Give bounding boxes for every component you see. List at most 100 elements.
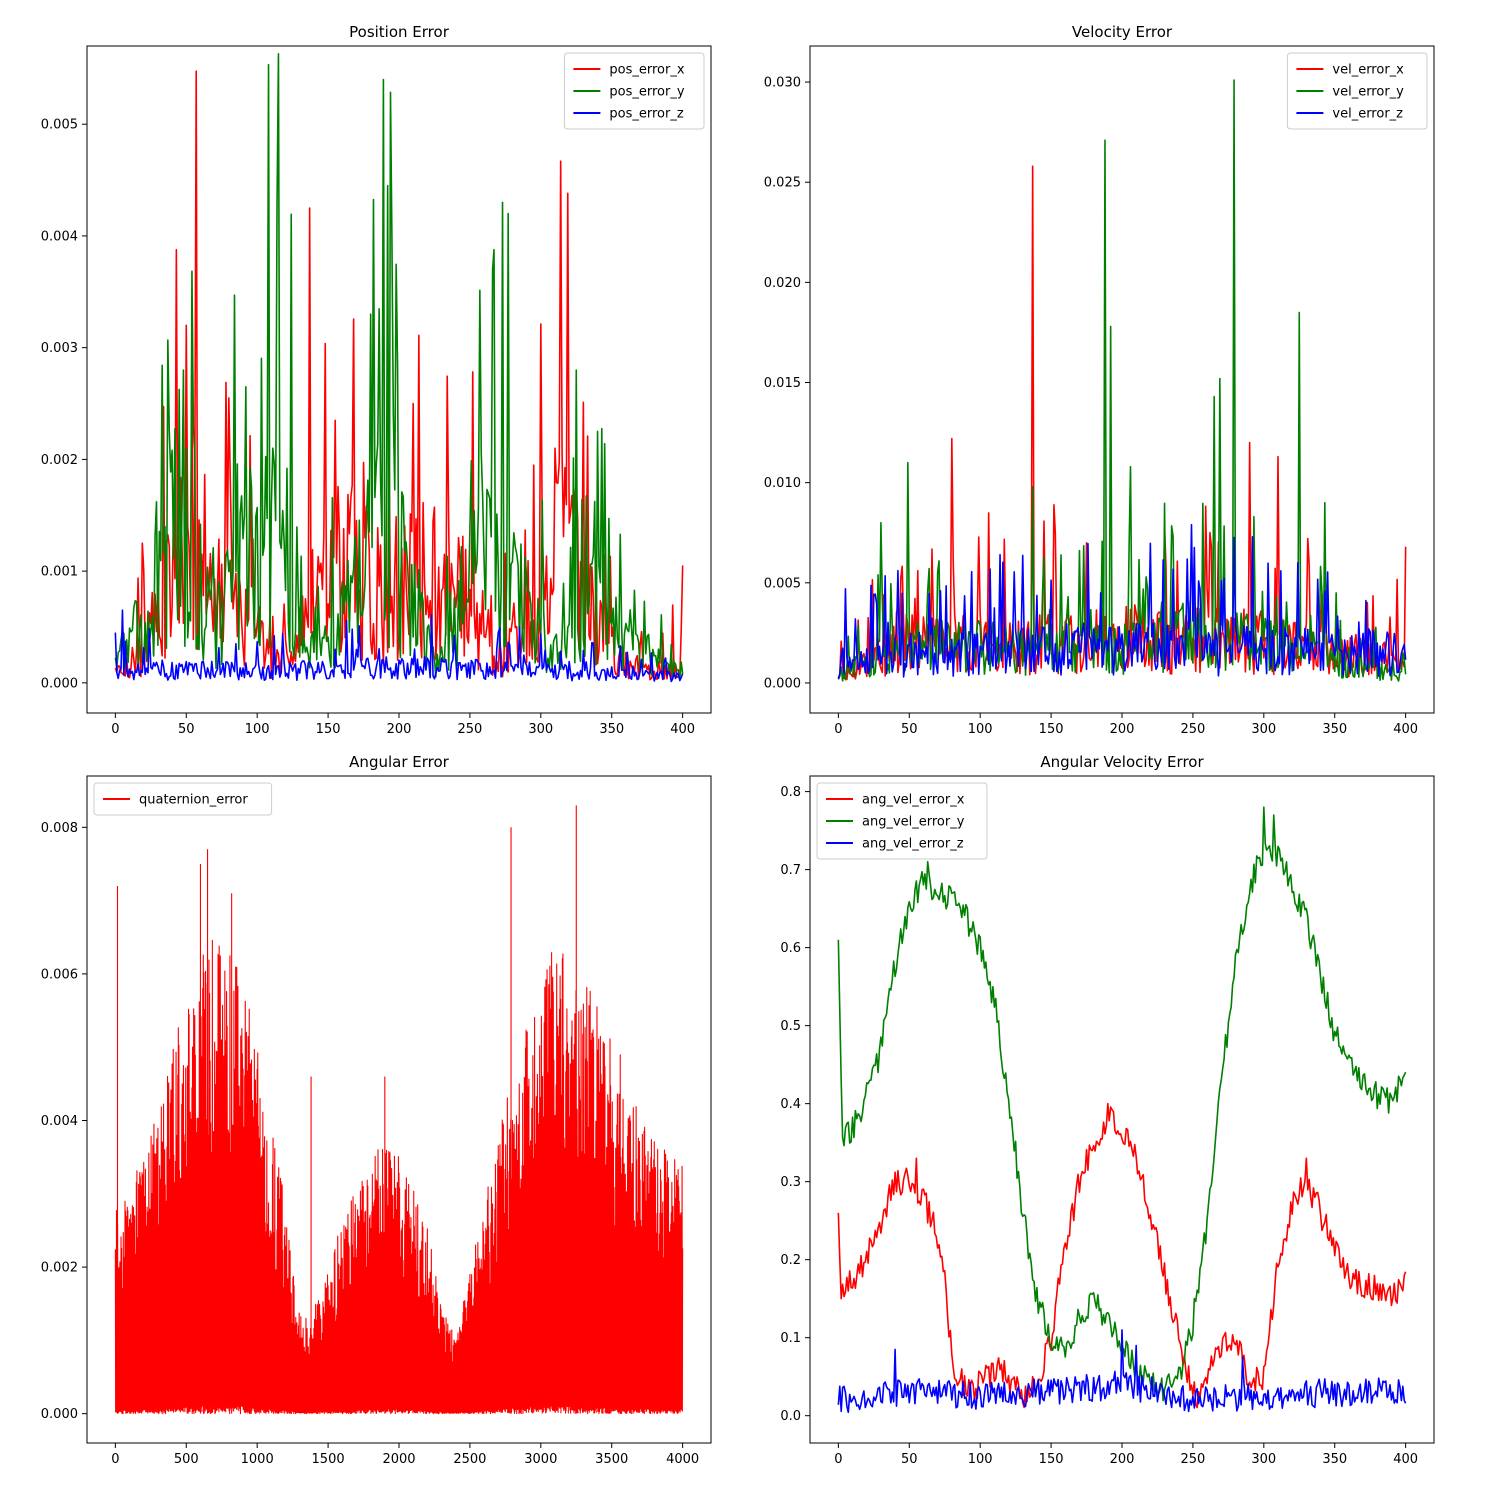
y-tick-label: 0.025 bbox=[764, 176, 801, 191]
y-tick-label: 0.001 bbox=[41, 565, 78, 580]
panel-2: Velocity Error 0 50 100 150 200 250 300 350 400 0.… bbox=[764, 23, 1435, 737]
panel-4: Angular Velocity Error 0 50 100 150 200 250 300… bbox=[780, 753, 1435, 1467]
legend-label: vel_error_x bbox=[1332, 63, 1404, 78]
y-tick-label: 0.000 bbox=[41, 1407, 78, 1422]
x-tick-label: 300 bbox=[1251, 722, 1276, 737]
x-tick-label: 400 bbox=[1393, 722, 1418, 737]
series-group bbox=[837, 79, 1407, 682]
x-tick-label: 50 bbox=[901, 1452, 918, 1467]
series-pos_error_y bbox=[114, 53, 684, 681]
x-tick-label: 250 bbox=[1180, 722, 1205, 737]
x-tick-label: 350 bbox=[599, 722, 624, 737]
series-ang_vel_error_x bbox=[837, 1102, 1407, 1409]
legend: pos_error_x pos_error_y pos_error_z bbox=[563, 52, 705, 130]
legend-label: pos_error_z bbox=[609, 107, 683, 122]
legend: quaternion_error bbox=[93, 782, 273, 816]
panel-title: Position Error bbox=[349, 23, 450, 41]
x-tick-label: 1000 bbox=[241, 1452, 274, 1467]
x-tick-label: 400 bbox=[1393, 1452, 1418, 1467]
series-vel_error_x bbox=[837, 165, 1407, 681]
x-tick-label: 50 bbox=[901, 722, 918, 737]
legend-label: vel_error_z bbox=[1332, 107, 1403, 122]
legend-label: ang_vel_error_z bbox=[862, 837, 964, 852]
x-tick-label: 3500 bbox=[595, 1452, 628, 1467]
y-tick-label: 0.000 bbox=[41, 676, 78, 691]
x-tick-label: 2500 bbox=[453, 1452, 486, 1467]
x-tick-label: 0 bbox=[834, 1452, 842, 1467]
y-tick-label: 0.5 bbox=[780, 1019, 801, 1034]
y-tick-label: 0.005 bbox=[41, 118, 78, 133]
legend-box bbox=[563, 52, 705, 130]
x-tick-label: 150 bbox=[1039, 722, 1064, 737]
x-tick-label: 0 bbox=[834, 722, 842, 737]
y-tick-label: 0.006 bbox=[41, 967, 78, 982]
x-tick-label: 4000 bbox=[666, 1452, 699, 1467]
y-tick-label: 0.008 bbox=[41, 821, 78, 836]
panel-1: Position Error 0 50 100 150 200 250 300 350 400 0.… bbox=[41, 23, 712, 737]
y-tick-label: 0.030 bbox=[764, 76, 801, 91]
panel-3: Angular Error 0 500 1000 1500 2000 2500 3000 350… bbox=[41, 753, 712, 1467]
y-tick-label: 0.004 bbox=[41, 1114, 78, 1129]
y-tick-label: 0.4 bbox=[780, 1097, 801, 1112]
series-vel_error_z bbox=[837, 523, 1407, 680]
y-tick-label: 0.6 bbox=[780, 941, 801, 956]
x-tick-label: 200 bbox=[1110, 722, 1135, 737]
legend-label: ang_vel_error_x bbox=[862, 793, 965, 808]
x-tick-label: 350 bbox=[1322, 1452, 1347, 1467]
x-tick-label: 0 bbox=[111, 722, 119, 737]
panel-title: Angular Velocity Error bbox=[1040, 753, 1204, 771]
x-tick-label: 200 bbox=[1110, 1452, 1135, 1467]
y-tick-label: 0.0 bbox=[780, 1409, 801, 1424]
series-pos_error_z bbox=[114, 609, 684, 683]
x-tick-label: 1500 bbox=[312, 1452, 345, 1467]
x-tick-label: 150 bbox=[316, 722, 341, 737]
x-tick-label: 500 bbox=[174, 1452, 199, 1467]
y-tick-label: 0.8 bbox=[780, 785, 801, 800]
panel-title: Velocity Error bbox=[1072, 23, 1173, 41]
legend-label: pos_error_y bbox=[609, 85, 684, 100]
legend-label: vel_error_y bbox=[1332, 85, 1404, 100]
panel-title: Angular Error bbox=[349, 753, 449, 771]
y-tick-label: 0.7 bbox=[780, 863, 801, 878]
series-vel_error_y bbox=[837, 79, 1407, 682]
x-tick-label: 400 bbox=[670, 722, 695, 737]
y-tick-label: 0.2 bbox=[780, 1253, 801, 1268]
x-tick-label: 3000 bbox=[524, 1452, 557, 1467]
legend-box bbox=[93, 782, 273, 816]
y-tick-label: 0.3 bbox=[780, 1175, 801, 1190]
y-tick-label: 0.010 bbox=[764, 476, 801, 491]
series-ang_vel_error_z bbox=[837, 1329, 1407, 1414]
x-tick-label: 100 bbox=[968, 722, 993, 737]
y-tick-label: 0.004 bbox=[41, 229, 78, 244]
legend-label: pos_error_x bbox=[609, 63, 684, 78]
y-tick-label: 0.1 bbox=[780, 1331, 801, 1346]
legend-box bbox=[816, 782, 988, 860]
series-quaternion_error bbox=[114, 805, 684, 1415]
y-tick-label: 0.002 bbox=[41, 453, 78, 468]
x-tick-label: 300 bbox=[528, 722, 553, 737]
x-tick-label: 350 bbox=[1322, 722, 1347, 737]
y-tick-label: 0.000 bbox=[764, 676, 801, 691]
x-tick-label: 250 bbox=[457, 722, 482, 737]
legend: ang_vel_error_x ang_vel_error_y ang_vel_er… bbox=[816, 782, 988, 860]
x-tick-label: 100 bbox=[245, 722, 270, 737]
legend-box bbox=[1286, 52, 1428, 130]
legend: vel_error_x vel_error_y vel_error_z bbox=[1286, 52, 1428, 130]
series-group bbox=[114, 805, 684, 1415]
y-tick-label: 0.003 bbox=[41, 341, 78, 356]
legend-label: quaternion_error bbox=[139, 793, 248, 808]
series-group bbox=[837, 806, 1407, 1414]
x-tick-label: 50 bbox=[178, 722, 195, 737]
series-group bbox=[114, 53, 684, 683]
y-tick-label: 0.005 bbox=[764, 576, 801, 591]
y-tick-label: 0.015 bbox=[764, 376, 801, 391]
x-tick-label: 200 bbox=[387, 722, 412, 737]
x-tick-label: 250 bbox=[1180, 1452, 1205, 1467]
legend-label: ang_vel_error_y bbox=[862, 815, 965, 830]
series-ang_vel_error_y bbox=[837, 806, 1407, 1402]
x-tick-label: 150 bbox=[1039, 1452, 1064, 1467]
y-tick-label: 0.020 bbox=[764, 276, 801, 291]
y-tick-label: 0.002 bbox=[41, 1261, 78, 1276]
x-tick-label: 100 bbox=[968, 1452, 993, 1467]
